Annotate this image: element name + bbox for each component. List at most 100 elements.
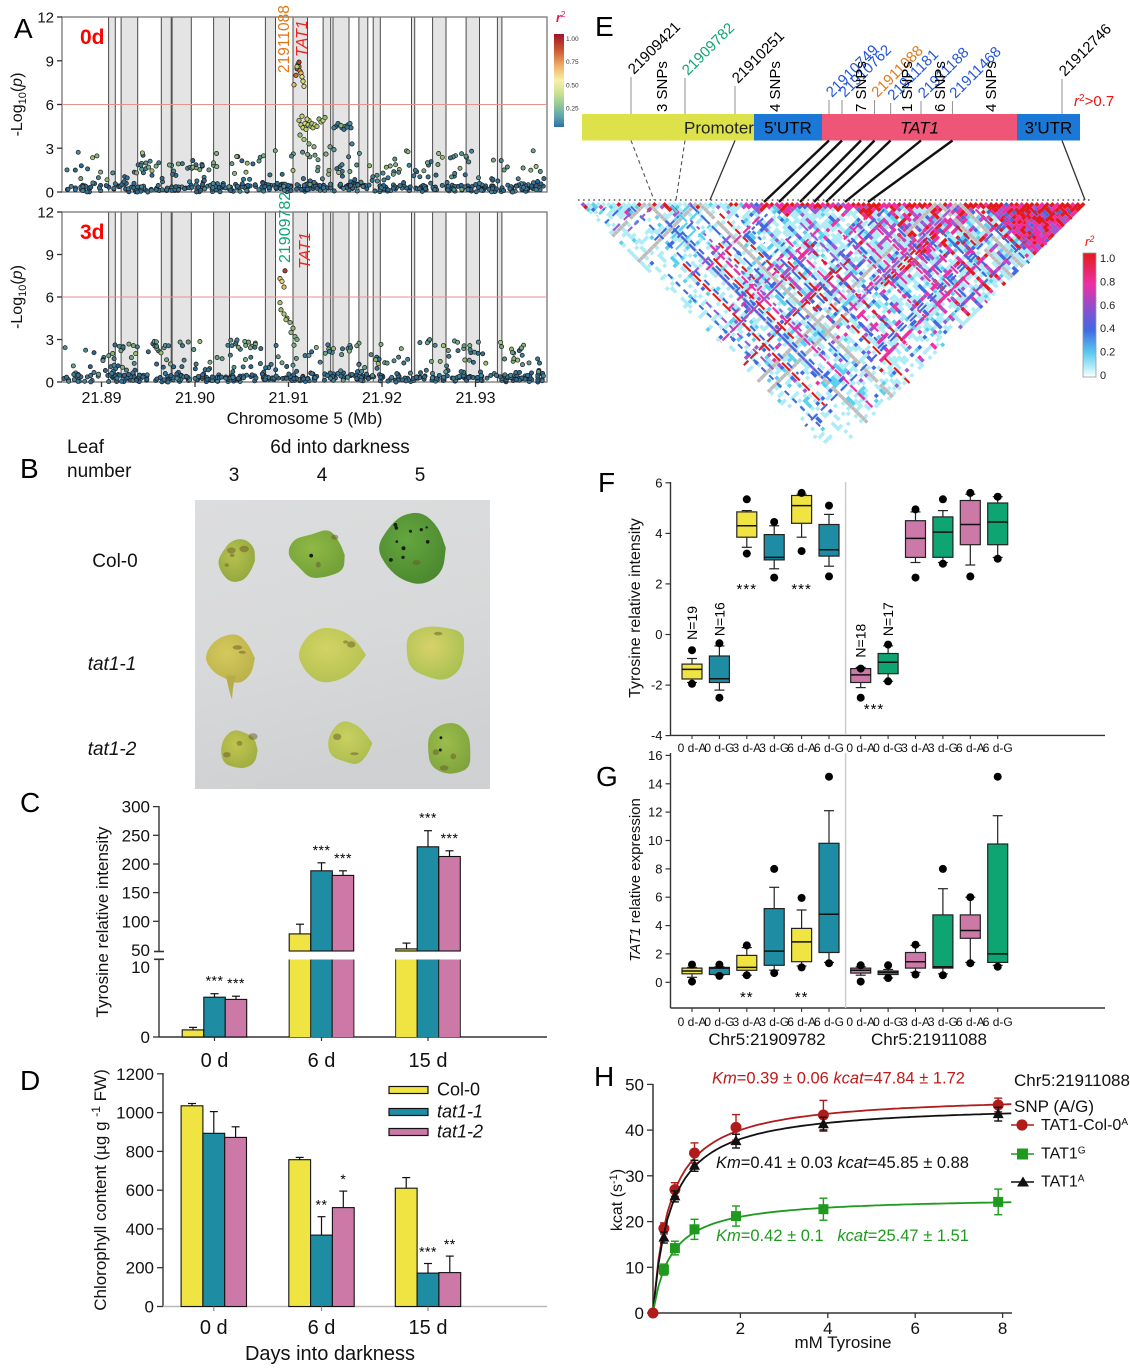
svg-text:3 d-G: 3 d-G: [928, 741, 958, 755]
svg-text:40: 40: [625, 1121, 644, 1140]
svg-text:6 d: 6 d: [308, 1050, 336, 1072]
svg-text:***: ***: [419, 810, 437, 826]
svg-text:6 d-A: 6 d-A: [787, 741, 816, 755]
svg-text:1 SNPs: 1 SNPs: [899, 61, 916, 112]
svg-text:number: number: [67, 461, 132, 482]
svg-text:12: 12: [648, 805, 662, 820]
svg-text:Tyrosine relative intensity: Tyrosine relative intensity: [627, 518, 644, 698]
svg-text:TAT1G: TAT1G: [1041, 1146, 1086, 1163]
svg-text:N=19: N=19: [684, 606, 700, 640]
svg-text:**: **: [795, 989, 809, 1006]
svg-text:Chr5:21911088: Chr5:21911088: [1014, 1071, 1130, 1090]
svg-text:TAT1-Col-0A: TAT1-Col-0A: [1041, 1117, 1128, 1134]
svg-text:3 d-G: 3 d-G: [759, 1015, 789, 1029]
svg-text:*: *: [340, 1171, 346, 1187]
svg-text:***: ***: [334, 850, 352, 866]
svg-text:4: 4: [655, 526, 662, 541]
svg-text:21.92: 21.92: [362, 390, 402, 407]
svg-text:-4: -4: [651, 728, 663, 743]
svg-text:6: 6: [655, 890, 662, 905]
svg-text:3 d-A: 3 d-A: [732, 1015, 761, 1029]
svg-text:6 d-A: 6 d-A: [956, 741, 985, 755]
svg-text:50: 50: [131, 941, 150, 960]
svg-text:**: **: [444, 1236, 456, 1252]
svg-text:6 d-G: 6 d-G: [814, 1015, 844, 1029]
svg-text:6: 6: [46, 290, 54, 307]
svg-text:mM Tyrosine: mM Tyrosine: [795, 1333, 892, 1352]
svg-text:600: 600: [126, 1181, 154, 1200]
svg-text:800: 800: [126, 1142, 154, 1161]
svg-text:21.90: 21.90: [175, 390, 215, 407]
svg-text:1.00: 1.00: [566, 36, 579, 43]
svg-text:0 d-A: 0 d-A: [846, 1015, 875, 1029]
svg-text:**: **: [316, 1197, 328, 1213]
svg-text:Leaf: Leaf: [67, 437, 105, 458]
svg-text:2: 2: [655, 576, 662, 591]
svg-text:21912746: 21912746: [1056, 21, 1115, 80]
svg-text:250: 250: [122, 826, 150, 845]
svg-text:TAT1A: TAT1A: [1041, 1174, 1085, 1191]
svg-text:6: 6: [655, 475, 662, 490]
svg-text:G: G: [596, 761, 618, 792]
svg-text:TAT1: TAT1: [900, 119, 939, 138]
svg-text:0: 0: [655, 975, 662, 990]
svg-text:400: 400: [126, 1220, 154, 1239]
svg-text:12: 12: [37, 10, 54, 27]
svg-text:0 d: 0 d: [200, 1317, 228, 1339]
svg-text:4: 4: [317, 465, 328, 486]
svg-text:6 d: 6 d: [308, 1317, 336, 1339]
svg-text:10: 10: [648, 833, 662, 848]
svg-text:***: ***: [441, 830, 459, 846]
svg-text:21.89: 21.89: [81, 390, 121, 407]
svg-text:150: 150: [122, 884, 150, 903]
svg-text:0 d-G: 0 d-G: [704, 1015, 734, 1029]
svg-text:15 d: 15 d: [409, 1317, 448, 1339]
svg-text:20: 20: [625, 1213, 644, 1232]
svg-text:N=18: N=18: [853, 623, 869, 657]
svg-text:6 SNPs: 6 SNPs: [932, 61, 949, 112]
svg-text:7 SNPs: 7 SNPs: [853, 61, 870, 112]
svg-text:Km=0.39 ± 0.06 kcat=47.84 ± 1.: Km=0.39 ± 0.06 kcat=47.84 ± 1.72: [712, 1070, 965, 1088]
svg-text:0.25: 0.25: [566, 106, 579, 113]
svg-text:0: 0: [141, 1028, 150, 1047]
svg-text:3 SNPs: 3 SNPs: [654, 61, 671, 112]
svg-text:0: 0: [145, 1298, 154, 1317]
svg-text:r2: r2: [1085, 234, 1094, 249]
svg-text:-Log10(p): -Log10(p): [9, 73, 29, 137]
svg-text:4 SNPs: 4 SNPs: [767, 61, 784, 112]
svg-text:0.6: 0.6: [1100, 300, 1115, 312]
svg-text:6 d-G: 6 d-G: [814, 741, 844, 755]
svg-text:Chr5:21909782: Chr5:21909782: [708, 1030, 825, 1049]
svg-text:0.8: 0.8: [1100, 276, 1115, 288]
svg-text:6 d-A: 6 d-A: [787, 1015, 816, 1029]
svg-text:3 d-G: 3 d-G: [759, 741, 789, 755]
svg-text:***: ***: [419, 1243, 437, 1259]
svg-text:2: 2: [561, 10, 566, 19]
svg-text:0 d: 0 d: [201, 1050, 229, 1072]
svg-text:3 d-G: 3 d-G: [928, 1015, 958, 1029]
svg-text:**: **: [740, 989, 754, 1006]
svg-text:0: 0: [46, 375, 54, 392]
svg-text:8: 8: [655, 861, 662, 876]
svg-text:9: 9: [46, 53, 54, 70]
svg-text:30: 30: [625, 1167, 644, 1186]
svg-text:TAT1: TAT1: [297, 232, 314, 269]
svg-text:3 d-A: 3 d-A: [732, 741, 761, 755]
svg-text:6 d-A: 6 d-A: [956, 1015, 985, 1029]
svg-text:SNP (A/G): SNP (A/G): [1014, 1097, 1094, 1116]
svg-text:200: 200: [126, 1259, 154, 1278]
svg-text:100: 100: [122, 912, 150, 931]
svg-text:Chlorophyll content (µg g -1 F: Chlorophyll content (µg g -1 FW): [89, 1069, 110, 1311]
svg-text:3 d-A: 3 d-A: [901, 741, 930, 755]
svg-text:0 d-A: 0 d-A: [846, 741, 875, 755]
svg-text:r: r: [556, 10, 562, 25]
svg-text:2: 2: [655, 946, 662, 961]
svg-text:1200: 1200: [116, 1065, 154, 1084]
svg-text:3d: 3d: [80, 221, 105, 244]
svg-text:tat1-2: tat1-2: [88, 739, 137, 760]
svg-text:300: 300: [122, 798, 150, 817]
svg-text:0 d-G: 0 d-G: [873, 1015, 903, 1029]
svg-text:9: 9: [46, 247, 54, 264]
svg-text:10: 10: [625, 1258, 644, 1277]
svg-text:1.0: 1.0: [1100, 253, 1115, 265]
